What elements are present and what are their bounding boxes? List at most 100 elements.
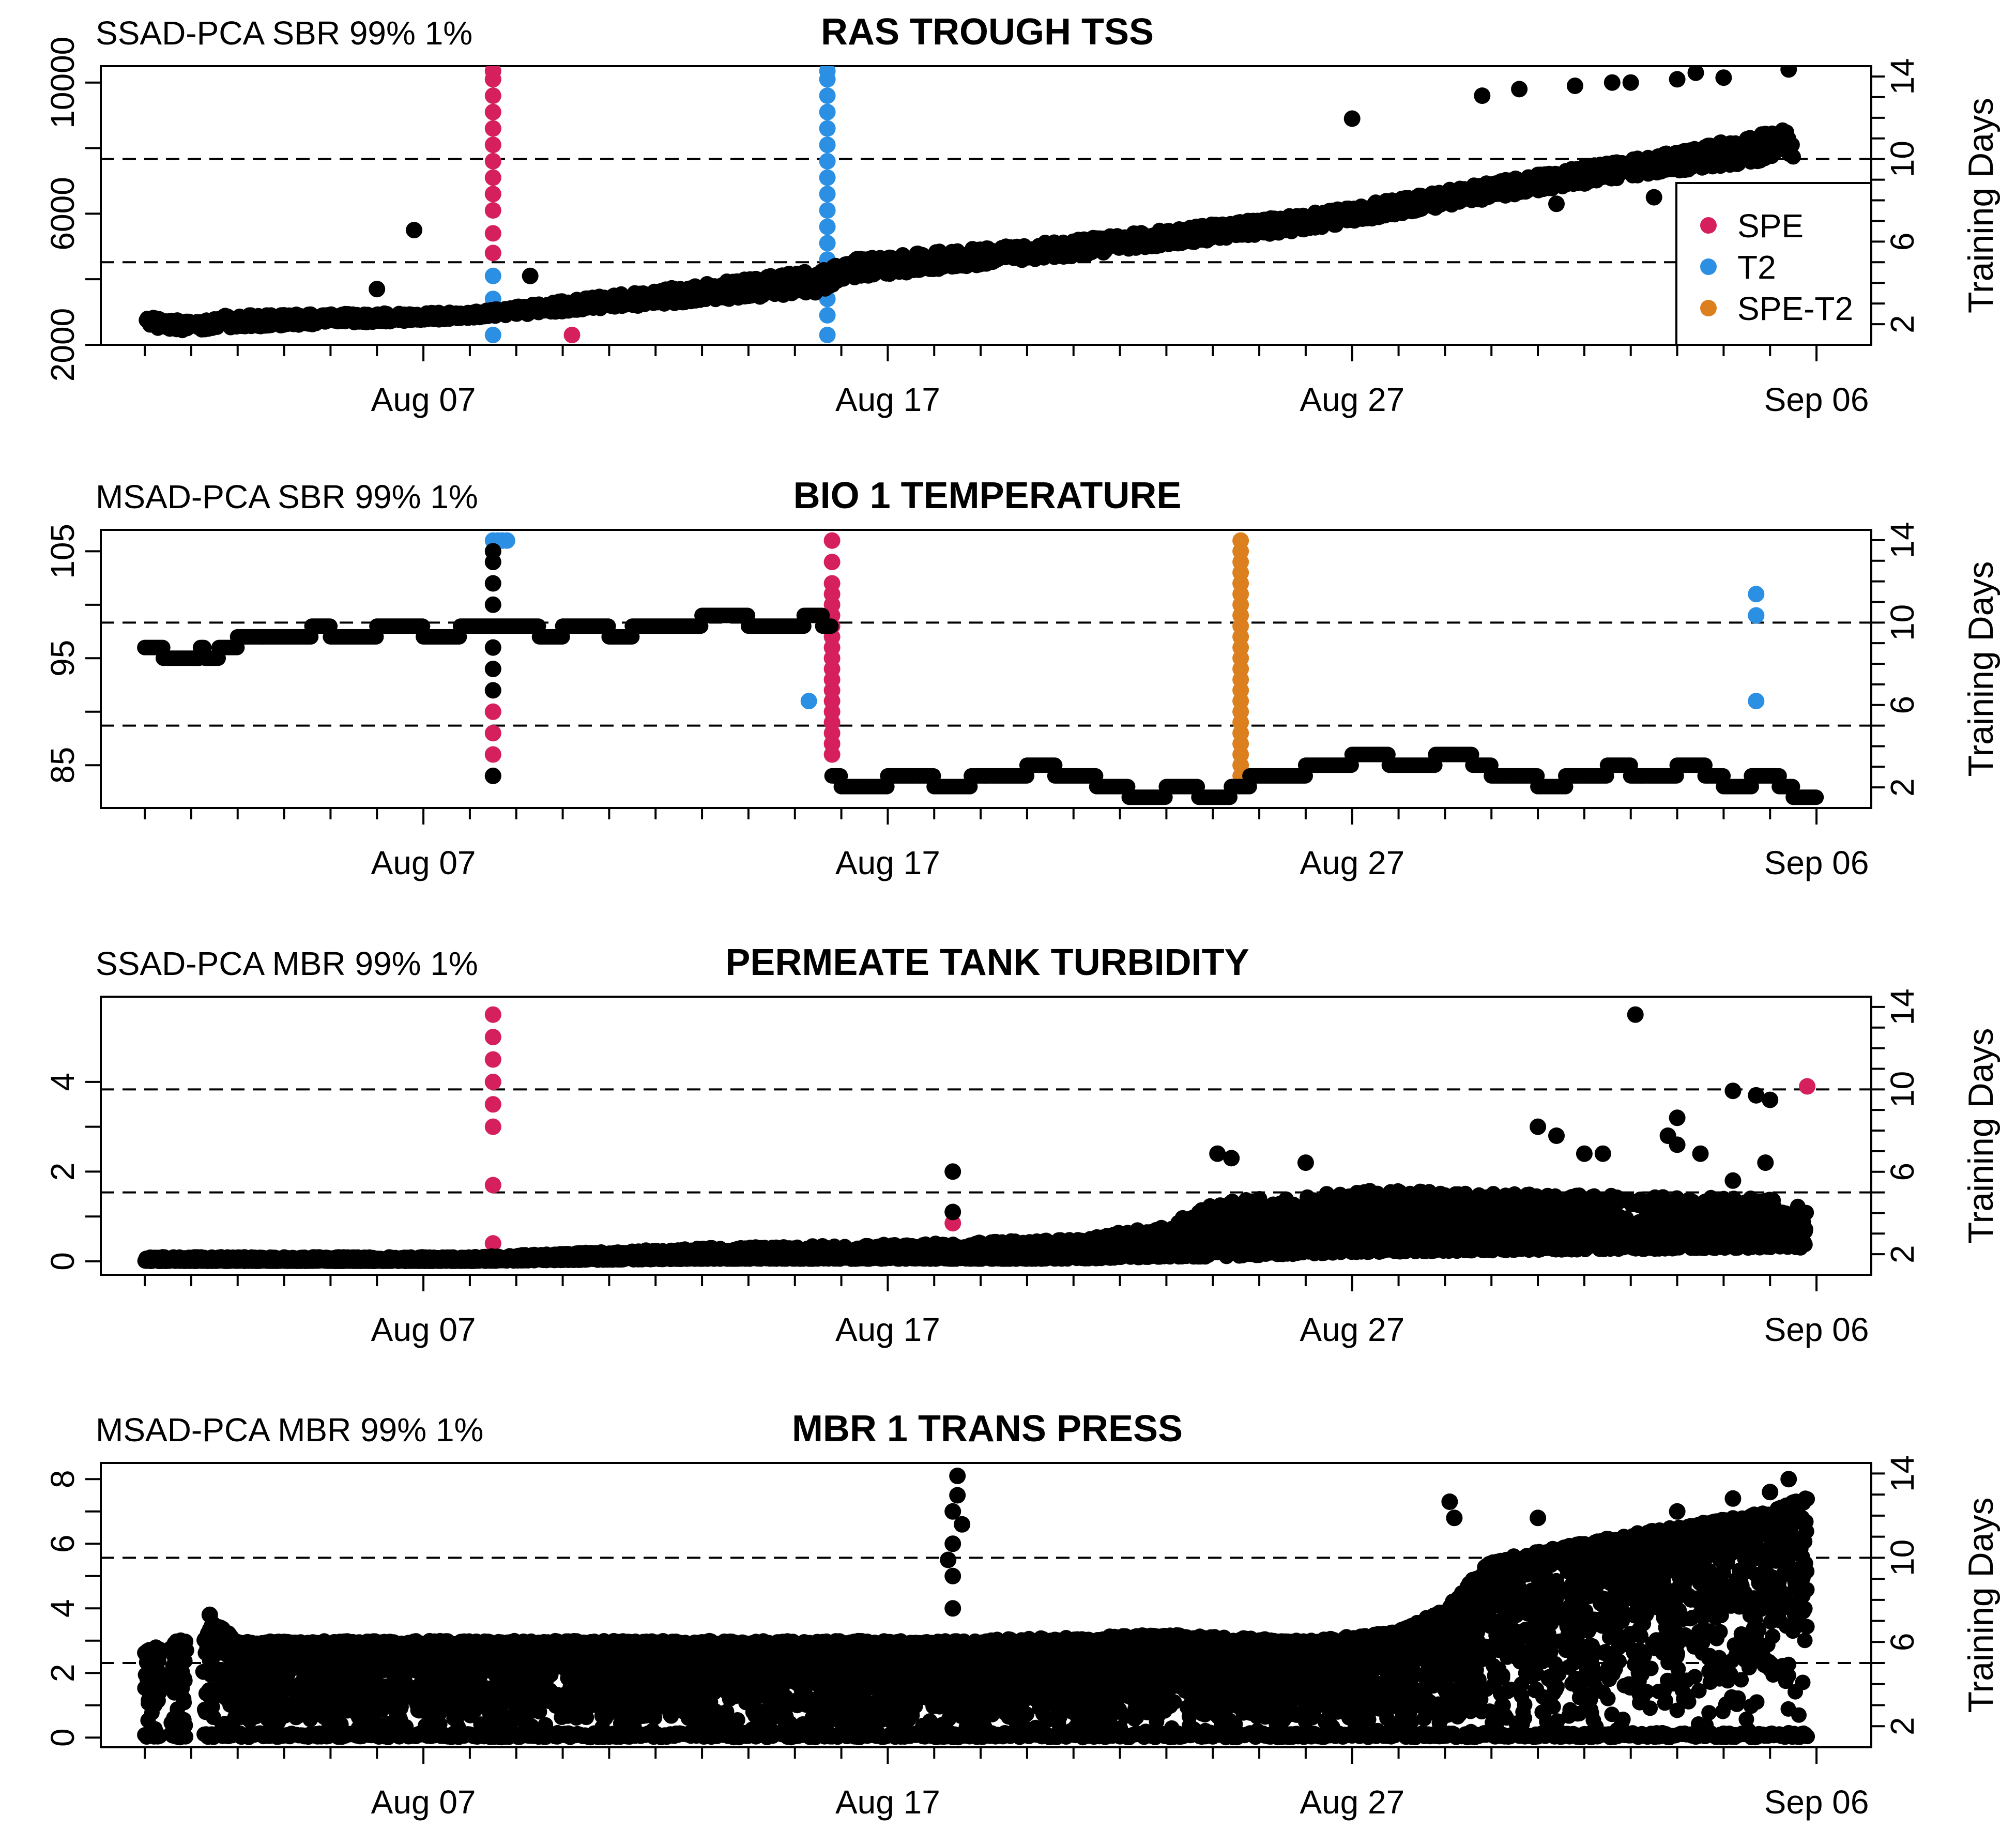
data-point	[1799, 1078, 1816, 1095]
data-point	[563, 327, 581, 343]
data-point	[484, 103, 501, 120]
data-point	[1490, 177, 1506, 193]
data-point	[1748, 586, 1765, 603]
data-point	[674, 282, 690, 298]
data-point	[484, 596, 501, 613]
y2-tick-label: 6	[1884, 233, 1921, 251]
data-point	[1314, 212, 1330, 228]
data-point	[484, 746, 501, 763]
y2-tick-label: 6	[1884, 1163, 1921, 1181]
data-point	[484, 202, 501, 219]
data-point	[181, 313, 197, 329]
data-point	[1597, 163, 1613, 178]
data-point	[819, 186, 836, 203]
data-point	[1049, 239, 1065, 255]
data-point	[814, 263, 830, 279]
data-point	[1677, 162, 1693, 178]
data-point	[147, 317, 163, 333]
data-point	[1474, 192, 1490, 208]
data-point	[484, 725, 501, 742]
data-point	[1722, 144, 1738, 160]
data-point	[195, 316, 211, 332]
legend-marker	[1700, 300, 1717, 316]
x-tick-label: Sep 06	[1764, 844, 1869, 881]
data-point	[522, 267, 539, 284]
x-tick-label: Aug 17	[835, 844, 940, 881]
y2-axis-title: Training Days	[1961, 98, 2000, 313]
data-point	[689, 285, 705, 301]
legend-marker	[1700, 217, 1717, 234]
data-point	[484, 1096, 501, 1113]
data-point	[1194, 232, 1210, 248]
data-point	[1766, 127, 1782, 143]
data-point	[1645, 189, 1662, 206]
data-point	[484, 169, 501, 186]
series-points	[137, 532, 1824, 805]
data-point	[484, 1029, 501, 1046]
data-point	[1382, 202, 1398, 218]
data-point	[261, 315, 277, 331]
data-point	[1517, 180, 1533, 196]
data-point	[973, 249, 989, 265]
y-tick-label: 0	[44, 1252, 81, 1271]
data-point	[1170, 228, 1186, 245]
data-point	[484, 152, 501, 170]
data-point	[1221, 218, 1238, 234]
data-point	[1195, 218, 1211, 234]
data-point	[527, 299, 543, 315]
data-point	[1343, 110, 1361, 127]
data-point	[1232, 532, 1249, 549]
data-point	[1408, 193, 1424, 209]
x-tick-label: Sep 06	[1764, 1311, 1869, 1348]
data-point	[819, 202, 836, 219]
x-tick-label: Aug 07	[371, 1311, 476, 1348]
data-point	[1278, 219, 1294, 235]
series-data	[137, 543, 1824, 805]
data-point	[484, 186, 501, 203]
data-point	[819, 327, 836, 343]
y-tick-label: 4	[44, 1073, 81, 1091]
x-tick-label: Sep 06	[1764, 381, 1869, 418]
x-tick-label: Aug 27	[1300, 844, 1404, 881]
data-point	[484, 543, 501, 560]
y-tick-label: 105	[44, 524, 81, 579]
data-point	[819, 152, 836, 170]
y2-tick-label: 6	[1884, 696, 1921, 714]
panel-2: MSAD-PCA SBR 99% 1% BIO 1 TEMPERATUREAug …	[44, 475, 2000, 881]
y2-tick-label: 2	[1884, 315, 1921, 333]
x-tick-label: Aug 17	[835, 1311, 940, 1348]
data-point	[484, 1118, 501, 1135]
data-point	[1099, 239, 1116, 255]
data-point	[634, 286, 650, 302]
panel-title: BIO 1 TEMPERATURE	[793, 475, 1182, 516]
data-point	[775, 281, 791, 297]
data-point	[484, 136, 501, 154]
data-point	[484, 661, 501, 677]
data-point	[1609, 154, 1625, 170]
data-point	[1808, 789, 1824, 805]
data-point	[484, 639, 501, 656]
data-point	[484, 767, 501, 784]
data-point	[1748, 607, 1765, 624]
series-points	[137, 1006, 1816, 1269]
data-point	[1715, 69, 1732, 86]
data-point	[673, 294, 689, 310]
data-point	[484, 245, 501, 262]
data-point	[844, 263, 860, 279]
series-spe	[484, 532, 841, 784]
data-point	[209, 319, 225, 335]
data-point	[1622, 74, 1639, 91]
data-point	[794, 277, 810, 293]
data-point	[369, 281, 386, 298]
data-point	[715, 287, 731, 303]
data-point	[1032, 249, 1048, 265]
data-point	[484, 120, 501, 137]
data-point	[484, 1235, 501, 1252]
data-point	[1675, 144, 1691, 160]
data-point	[379, 309, 395, 325]
data-point	[1037, 235, 1053, 250]
data-point	[1368, 194, 1384, 210]
data-point	[819, 120, 836, 137]
data-point	[699, 276, 715, 292]
x-tick-label: Aug 07	[371, 844, 476, 881]
